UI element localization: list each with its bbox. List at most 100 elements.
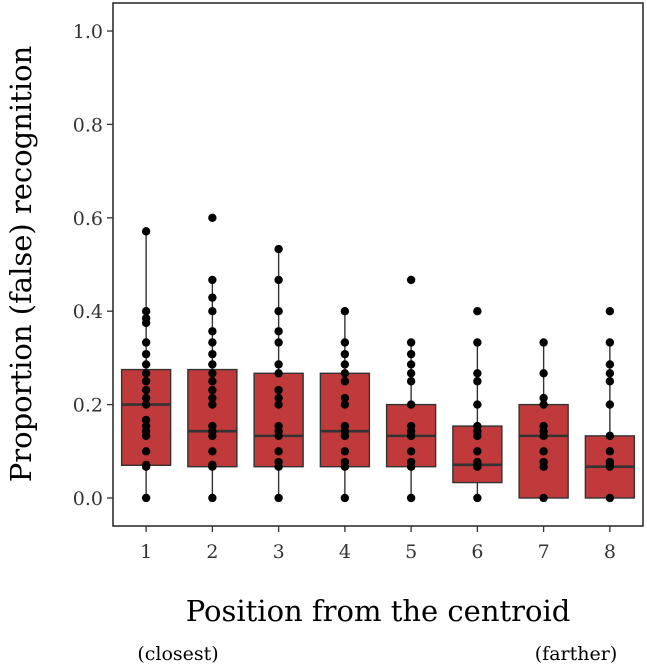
point-5-3 xyxy=(406,447,416,456)
point-1-6 xyxy=(141,421,151,431)
x-note-farther: (farther) xyxy=(535,643,617,665)
point-1-13 xyxy=(141,360,151,369)
point-6-7 xyxy=(473,421,482,431)
point-1-10 xyxy=(141,385,151,395)
point-1-8 xyxy=(141,400,151,409)
point-1-2 xyxy=(141,460,151,470)
point-2-14 xyxy=(208,338,217,347)
point-2-9 xyxy=(208,385,217,395)
y-tick-label-1: 0.2 xyxy=(73,395,103,417)
point-7-0 xyxy=(539,493,548,503)
point-3-3 xyxy=(274,447,283,456)
point-1-14 xyxy=(141,349,151,359)
y-axis: 0.0 0.2 0.4 0.6 0.8 1.0 xyxy=(73,21,113,510)
point-5-12 xyxy=(406,338,416,347)
point-2-10 xyxy=(208,377,217,386)
x-note-closest: (closest) xyxy=(137,643,218,665)
point-5-6 xyxy=(406,421,416,431)
point-5-0 xyxy=(406,493,416,503)
point-2-11 xyxy=(208,369,217,378)
point-2-7 xyxy=(208,400,217,409)
point-5-7 xyxy=(406,400,416,409)
point-3-8 xyxy=(274,393,283,403)
point-8-11 xyxy=(605,306,615,316)
point-8-0 xyxy=(605,493,615,503)
point-7-6 xyxy=(539,421,548,431)
point-8-4 xyxy=(605,447,615,456)
point-3-12 xyxy=(274,338,283,347)
point-7-2 xyxy=(539,457,548,467)
point-6-0 xyxy=(473,493,482,503)
point-3-15 xyxy=(274,275,283,285)
point-4-6 xyxy=(340,421,350,431)
point-2-6 xyxy=(208,421,217,431)
point-6-11 xyxy=(473,338,482,347)
point-4-12 xyxy=(340,349,350,359)
point-4-8 xyxy=(340,393,350,403)
point-4-13 xyxy=(340,338,350,347)
point-4-2 xyxy=(340,457,350,467)
point-2-15 xyxy=(208,327,217,336)
point-6-9 xyxy=(473,377,482,386)
point-4-9 xyxy=(340,377,350,386)
point-5-9 xyxy=(406,369,416,378)
point-5-2 xyxy=(406,457,416,467)
point-5-8 xyxy=(406,377,416,386)
y-tick-label-5: 1.0 xyxy=(73,21,103,43)
point-7-8 xyxy=(539,393,548,403)
point-6-12 xyxy=(473,306,482,316)
point-7-3 xyxy=(539,447,548,456)
x-axis: 1 2 3 4 5 6 7 8 xyxy=(140,526,616,563)
point-7-10 xyxy=(539,338,548,347)
point-1-12 xyxy=(141,369,151,378)
x-tick-label-0: 1 xyxy=(140,541,152,563)
point-1-18 xyxy=(141,306,151,316)
point-5-13 xyxy=(406,275,416,285)
point-5-11 xyxy=(406,349,416,359)
point-4-7 xyxy=(340,400,350,409)
point-4-11 xyxy=(340,360,350,369)
y-tick-label-0: 0.0 xyxy=(73,488,103,510)
point-2-3 xyxy=(208,447,217,456)
point-4-14 xyxy=(340,306,350,316)
point-1-7 xyxy=(141,415,151,425)
point-3-11 xyxy=(274,360,283,369)
point-1-19 xyxy=(141,227,151,236)
point-1-15 xyxy=(141,338,151,347)
point-2-8 xyxy=(208,393,217,403)
x-tick-label-2: 3 xyxy=(273,541,285,563)
point-3-6 xyxy=(274,421,283,431)
point-3-16 xyxy=(274,244,283,254)
point-2-2 xyxy=(208,460,217,470)
point-7-7 xyxy=(539,400,548,409)
point-3-14 xyxy=(274,306,283,316)
point-2-18 xyxy=(208,275,217,285)
point-8-10 xyxy=(605,338,615,347)
point-1-3 xyxy=(141,447,151,456)
point-6-10 xyxy=(473,369,482,378)
y-tick-label-2: 0.4 xyxy=(73,301,103,323)
points-layer xyxy=(141,213,615,503)
point-2-0 xyxy=(208,493,217,503)
point-3-0 xyxy=(274,493,283,503)
point-2-16 xyxy=(208,306,217,316)
y-tick-label-4: 0.8 xyxy=(73,114,103,136)
x-tick-label-6: 7 xyxy=(538,541,550,563)
x-tick-label-3: 4 xyxy=(339,541,351,563)
y-tick-label-3: 0.6 xyxy=(73,208,103,230)
point-1-11 xyxy=(141,377,151,386)
point-2-12 xyxy=(208,360,217,369)
point-2-19 xyxy=(208,213,217,223)
point-7-9 xyxy=(539,369,548,378)
point-6-3 xyxy=(473,457,482,467)
point-6-4 xyxy=(473,447,482,456)
point-2-17 xyxy=(208,293,217,302)
point-4-3 xyxy=(340,447,350,456)
point-3-9 xyxy=(274,385,283,395)
point-6-8 xyxy=(473,400,482,409)
y-axis-title: Proportion (false) recognition xyxy=(4,46,38,483)
point-3-10 xyxy=(274,369,283,378)
x-tick-label-7: 8 xyxy=(604,541,616,563)
point-8-5 xyxy=(605,431,615,441)
